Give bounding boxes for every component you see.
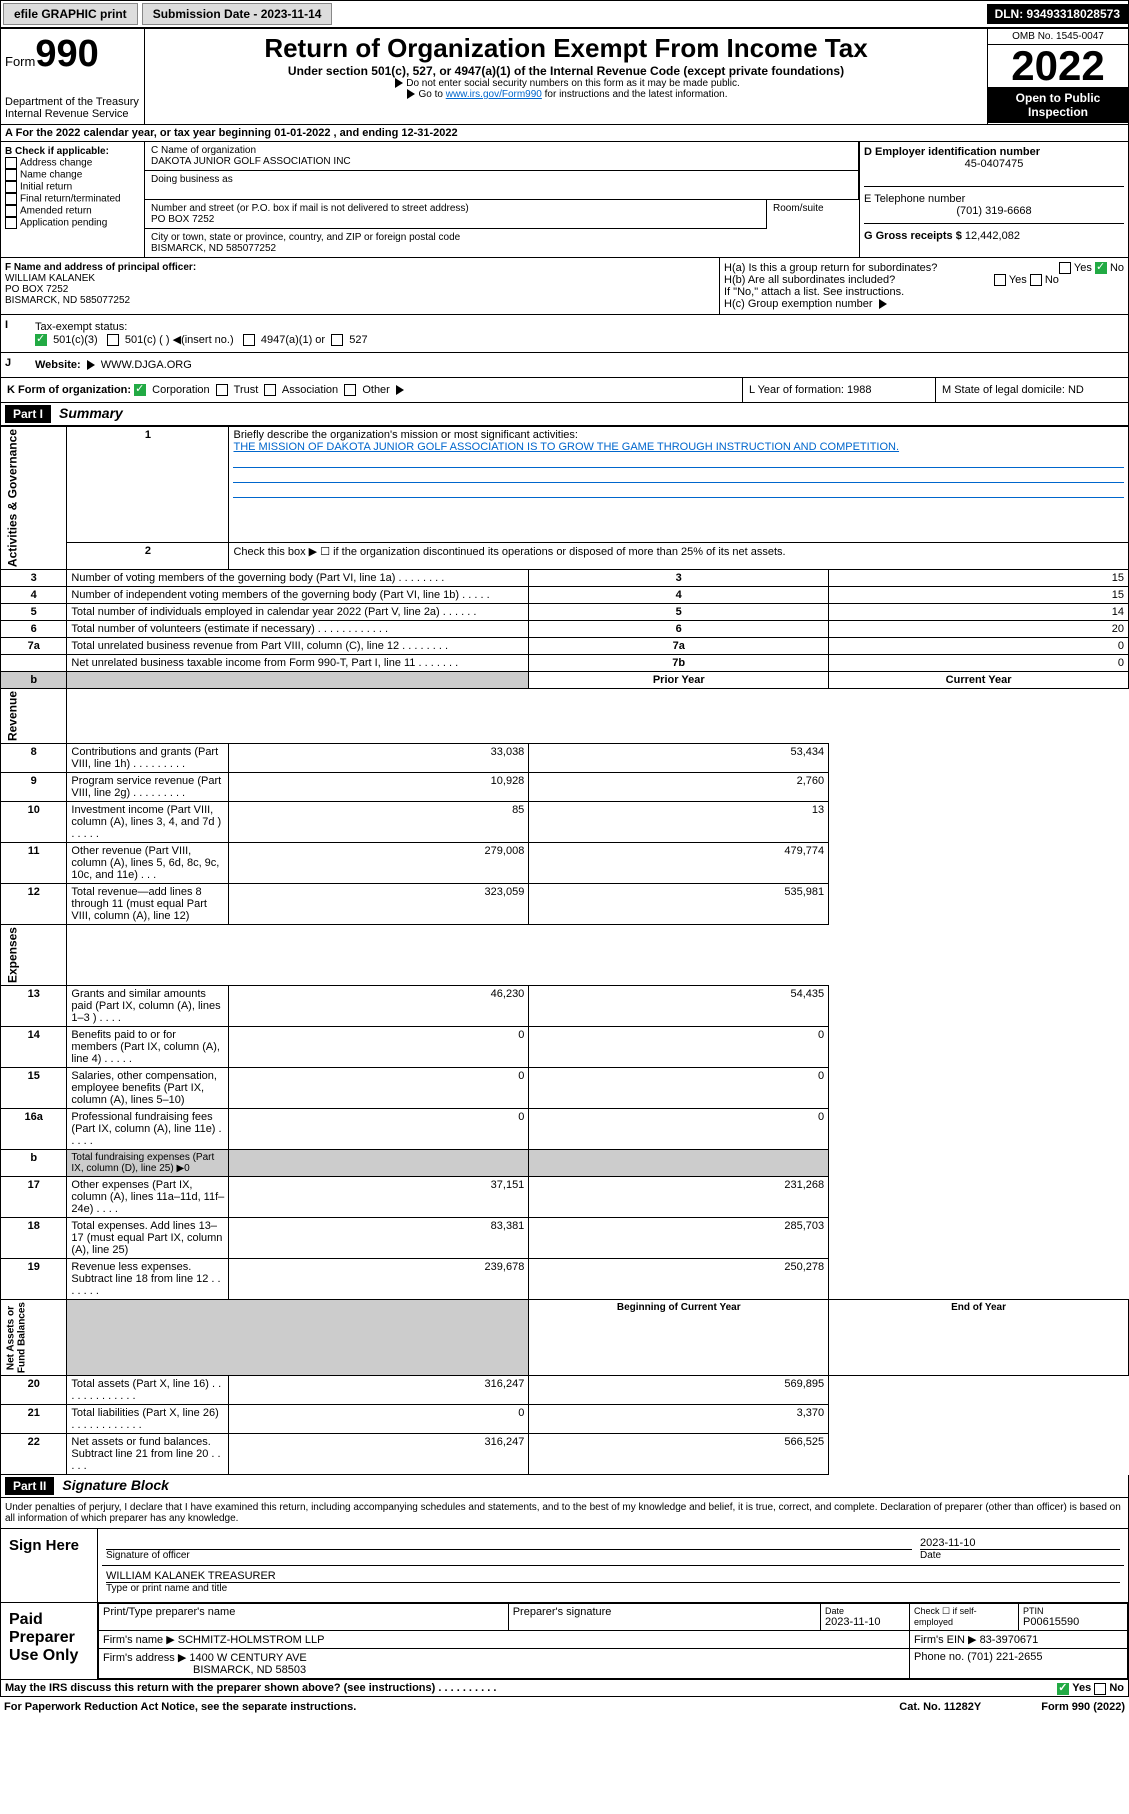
summary-table: Activities & Governance 1 Briefly descri…: [0, 426, 1129, 1475]
may-discuss: May the IRS discuss this return with the…: [0, 1680, 1129, 1697]
line-a: A For the 2022 calendar year, or tax yea…: [0, 125, 1129, 142]
col-deg: D Employer identification number45-04074…: [859, 142, 1128, 257]
col-b: B Check if applicable: Address changeNam…: [1, 142, 145, 257]
checkbox[interactable]: [1094, 1683, 1106, 1695]
revenue-label: Revenue: [1, 689, 67, 744]
irs-link[interactable]: www.irs.gov/Form990: [446, 89, 542, 100]
arrow-icon: [407, 89, 415, 99]
efile-header: efile GRAPHIC print Submission Date - 20…: [0, 0, 1129, 28]
line-klm: K Form of organization: Corporation Trus…: [0, 378, 1129, 403]
year-block: OMB No. 1545-0047 2022 Open to Public In…: [987, 29, 1128, 124]
checkbox[interactable]: [5, 217, 17, 229]
footer: For Paperwork Reduction Act Notice, see …: [0, 1697, 1129, 1717]
sign-block: Sign Here Signature of officer 2023-11-1…: [0, 1529, 1129, 1603]
form-title-block: Return of Organization Exempt From Incom…: [145, 29, 987, 124]
checkbox[interactable]: [5, 157, 17, 169]
section-fh: F Name and address of principal officer:…: [0, 258, 1129, 315]
checkbox-checked[interactable]: [134, 384, 146, 396]
expenses-label: Expenses: [1, 925, 67, 986]
arrow-icon: [87, 360, 95, 370]
section-bcdefg: B Check if applicable: Address changeNam…: [0, 142, 1129, 258]
checkbox[interactable]: [264, 384, 276, 396]
netassets-label: Net Assets orFund Balances: [1, 1300, 67, 1376]
line-j: J Website: WWW.DJGA.ORG: [0, 353, 1129, 378]
checkbox[interactable]: [216, 384, 228, 396]
declaration: Under penalties of perjury, I declare th…: [0, 1498, 1129, 1529]
line-i: I Tax-exempt status: 501(c)(3) 501(c) ( …: [0, 315, 1129, 353]
checkbox[interactable]: [5, 181, 17, 193]
form-header: Form990 Department of the Treasury Inter…: [0, 28, 1129, 125]
checkbox[interactable]: [243, 334, 255, 346]
checkbox[interactable]: [331, 334, 343, 346]
checkbox[interactable]: [5, 169, 17, 181]
subdate-btn[interactable]: Submission Date - 2023-11-14: [142, 3, 333, 25]
arrow-icon: [396, 385, 404, 395]
dln: DLN: 93493318028573: [987, 4, 1128, 24]
checkbox[interactable]: [5, 193, 17, 205]
checkbox[interactable]: [1059, 262, 1071, 274]
checkbox-checked[interactable]: [1095, 262, 1107, 274]
preparer-block: Paid Preparer Use Only Print/Type prepar…: [0, 1603, 1129, 1680]
activities-label: Activities & Governance: [1, 427, 67, 570]
part2-header: Part IISignature Block: [0, 1475, 1129, 1498]
form-id: Form990 Department of the Treasury Inter…: [1, 29, 145, 124]
checkbox[interactable]: [5, 205, 17, 217]
efile-btn[interactable]: efile GRAPHIC print: [3, 3, 138, 25]
checkbox[interactable]: [994, 274, 1006, 286]
checkbox-checked[interactable]: [35, 334, 47, 346]
arrow-icon: [395, 78, 403, 88]
part1-header: Part ISummary: [0, 403, 1129, 426]
checkbox-checked[interactable]: [1057, 1683, 1069, 1695]
col-c: C Name of organizationDAKOTA JUNIOR GOLF…: [145, 142, 859, 257]
arrow-icon: [879, 299, 887, 309]
form-title: Return of Organization Exempt From Incom…: [149, 33, 983, 64]
checkbox[interactable]: [344, 384, 356, 396]
checkbox[interactable]: [107, 334, 119, 346]
checkbox[interactable]: [1030, 274, 1042, 286]
